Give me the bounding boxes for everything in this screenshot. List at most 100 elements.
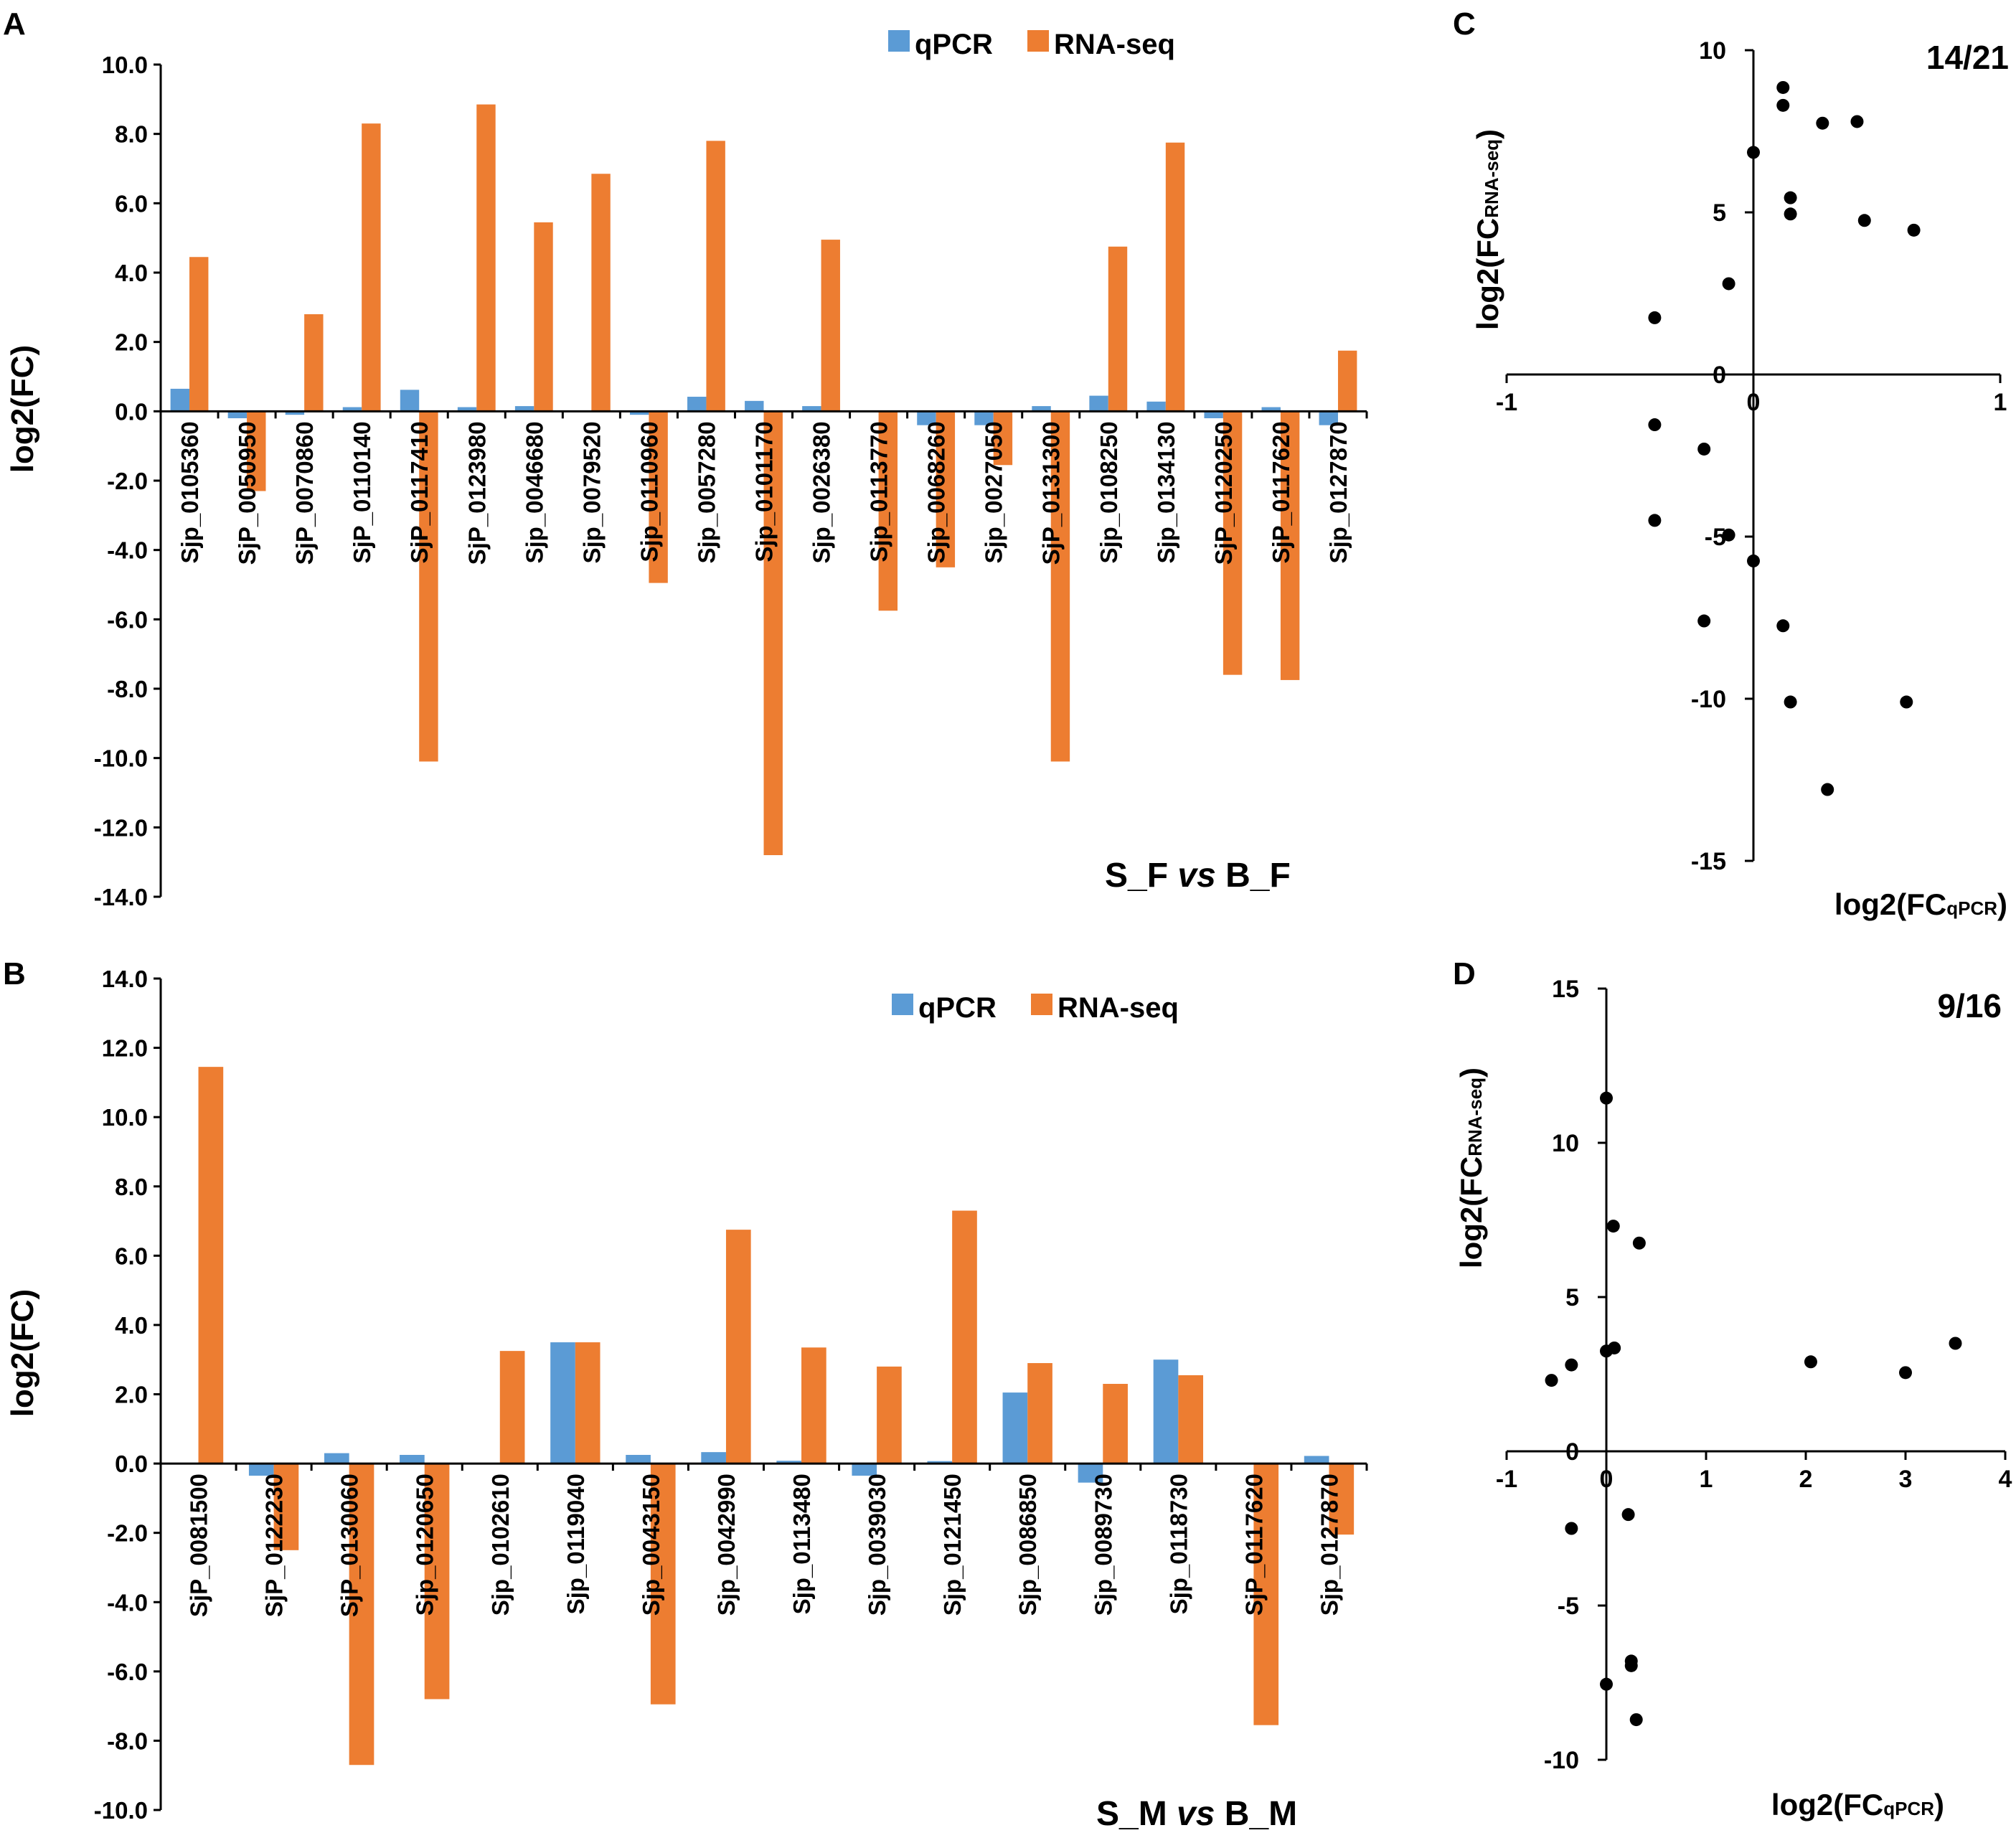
qpcr-bar	[324, 1453, 349, 1464]
panel-a-legend-qpcr-label: qPCR	[915, 29, 993, 60]
qpcr-bar	[1304, 1456, 1329, 1464]
data-point	[1606, 1220, 1620, 1233]
panel-d-ylabel-sub: RNA-seq	[1464, 1078, 1486, 1156]
category-label: SjP_0130060	[336, 1474, 363, 1617]
panel-c: C 14/21 log2(FCRNA-seq) log2(FCqPCR) 105…	[1453, 6, 2009, 921]
qpcr-bar	[1204, 411, 1223, 418]
y-tick-label: -10	[1544, 1747, 1579, 1774]
y-tick-label: 15	[1552, 976, 1579, 1003]
qpcr-bar	[1078, 1463, 1103, 1483]
y-tick-label: 10	[1699, 37, 1726, 65]
x-tick-label: 3	[1899, 1466, 1913, 1493]
qpcr-bar	[852, 1463, 877, 1476]
category-label: SjP_0120250	[1210, 421, 1237, 565]
panel-d-xlabel-main: log2(FC	[1771, 1788, 1883, 1821]
data-point	[1900, 695, 1913, 709]
panel-b-plot: 14.0 12.0 10.0 8.0 6.0 4.0 2.0 0.0 -2.0 -4.0 -6.0 -…	[94, 966, 1368, 1824]
qpcr-bar	[400, 390, 420, 412]
qpcr-bar	[626, 1455, 651, 1464]
category-label: SjP_0081500	[186, 1474, 212, 1617]
rnaseq-bar	[362, 123, 381, 412]
y-tick-label: 0	[1713, 362, 1726, 389]
data-point	[1857, 214, 1871, 227]
category-label: Sjp_0027050	[981, 421, 1007, 563]
rnaseq-bar	[1027, 1363, 1052, 1464]
qpcr-bar	[701, 1452, 726, 1464]
data-point	[1747, 554, 1760, 567]
rnaseq-bar	[1108, 246, 1128, 412]
qpcr-bar	[745, 400, 764, 412]
data-point	[1697, 442, 1711, 456]
category-label: SjP_0050950	[234, 421, 260, 565]
y-tick-label: 10.0	[102, 1104, 148, 1131]
rnaseq-bar	[419, 411, 438, 762]
data-point	[1565, 1522, 1578, 1535]
panel-c-xlabel: log2(FCqPCR)	[1834, 887, 2007, 921]
rnaseq-bar	[725, 1230, 751, 1464]
category-label: Sjp_0042990	[713, 1474, 740, 1616]
qpcr-bar	[776, 1461, 802, 1464]
category-label: Sjp_0120650	[412, 1474, 438, 1616]
y-tick-label: 4.0	[115, 260, 148, 286]
qpcr-bar	[514, 406, 534, 412]
category-label: SjP_0131300	[1038, 421, 1065, 565]
panel-a-comparison-a: S_F	[1105, 857, 1168, 895]
rnaseq-bar	[591, 174, 611, 412]
rnaseq-bar	[189, 257, 209, 412]
qpcr-bar	[802, 406, 821, 412]
category-label: Sjp_0105360	[176, 421, 203, 563]
qpcr-bar	[629, 411, 649, 415]
category-label: SjP_0117410	[406, 421, 433, 563]
category-label: Sjp_0127870	[1325, 421, 1352, 563]
category-label: Sjp_0089730	[1090, 1474, 1116, 1616]
qpcr-bar	[170, 388, 190, 412]
data-point	[1776, 619, 1790, 633]
rnaseq-bar	[877, 1366, 902, 1464]
y-tick-label: 12.0	[102, 1035, 148, 1062]
rnaseq-bar	[1103, 1384, 1128, 1464]
category-label: Sjp_0119040	[562, 1474, 589, 1614]
y-tick-label: 0.0	[115, 398, 148, 425]
category-label: SjP_0123980	[463, 421, 490, 565]
category-label: SjP_0070860	[291, 421, 318, 565]
rnaseq-bar	[801, 1347, 826, 1464]
y-tick-label: -10.0	[94, 1797, 148, 1824]
panel-a: A log2(FC) qPCR RNA-seq S_F vs B_F 10.0 8…	[3, 6, 1368, 910]
panel-d-ratio: 9/16	[1937, 987, 2002, 1024]
y-tick-label: 4.0	[115, 1312, 148, 1339]
panel-d-xlabel-sub: qPCR	[1883, 1798, 1934, 1819]
category-label: SjP_0122230	[261, 1474, 288, 1617]
data-point	[1600, 1677, 1613, 1691]
data-point	[1804, 1355, 1817, 1369]
category-label: Sjp_0043150	[638, 1474, 664, 1616]
data-point	[1632, 1236, 1646, 1250]
category-label: Sjp_0118730	[1165, 1474, 1192, 1614]
y-tick-label: 5	[1713, 199, 1726, 227]
panel-c-ylabel-close: )	[1471, 129, 1504, 139]
qpcr-bar	[1002, 1392, 1028, 1464]
rnaseq-bar	[534, 222, 553, 412]
panel-d-ylabel: log2(FCRNA-seq)	[1454, 1067, 1488, 1268]
data-point	[1784, 207, 1797, 221]
qpcr-bar	[1319, 411, 1338, 425]
y-tick-label: 10.0	[102, 52, 148, 78]
y-tick-label: -6.0	[107, 606, 148, 633]
rnaseq-bar	[821, 240, 840, 412]
category-label: Sjp_0134130	[1153, 421, 1179, 563]
panel-d-letter: D	[1453, 956, 1476, 991]
category-label: Sjp_0057280	[693, 421, 720, 563]
panel-a-comparison-b: B_F	[1225, 857, 1291, 895]
rnaseq-bar	[1165, 142, 1185, 412]
rnaseq-bar	[1178, 1375, 1204, 1464]
y-tick-label: -15	[1691, 848, 1726, 875]
y-tick-label: 8.0	[115, 121, 148, 148]
data-point	[1776, 80, 1790, 94]
y-tick-label: 2.0	[115, 329, 148, 356]
data-point	[1899, 1366, 1912, 1380]
data-point	[1907, 223, 1921, 237]
rnaseq-bar	[1223, 411, 1243, 675]
category-label: Sjp_0127870	[1316, 1474, 1342, 1616]
category-label: Sjp_0046680	[521, 421, 547, 563]
panel-b: B log2(FC) qPCR RNA-seq S_M vs B_M 14.01…	[3, 956, 1368, 1833]
